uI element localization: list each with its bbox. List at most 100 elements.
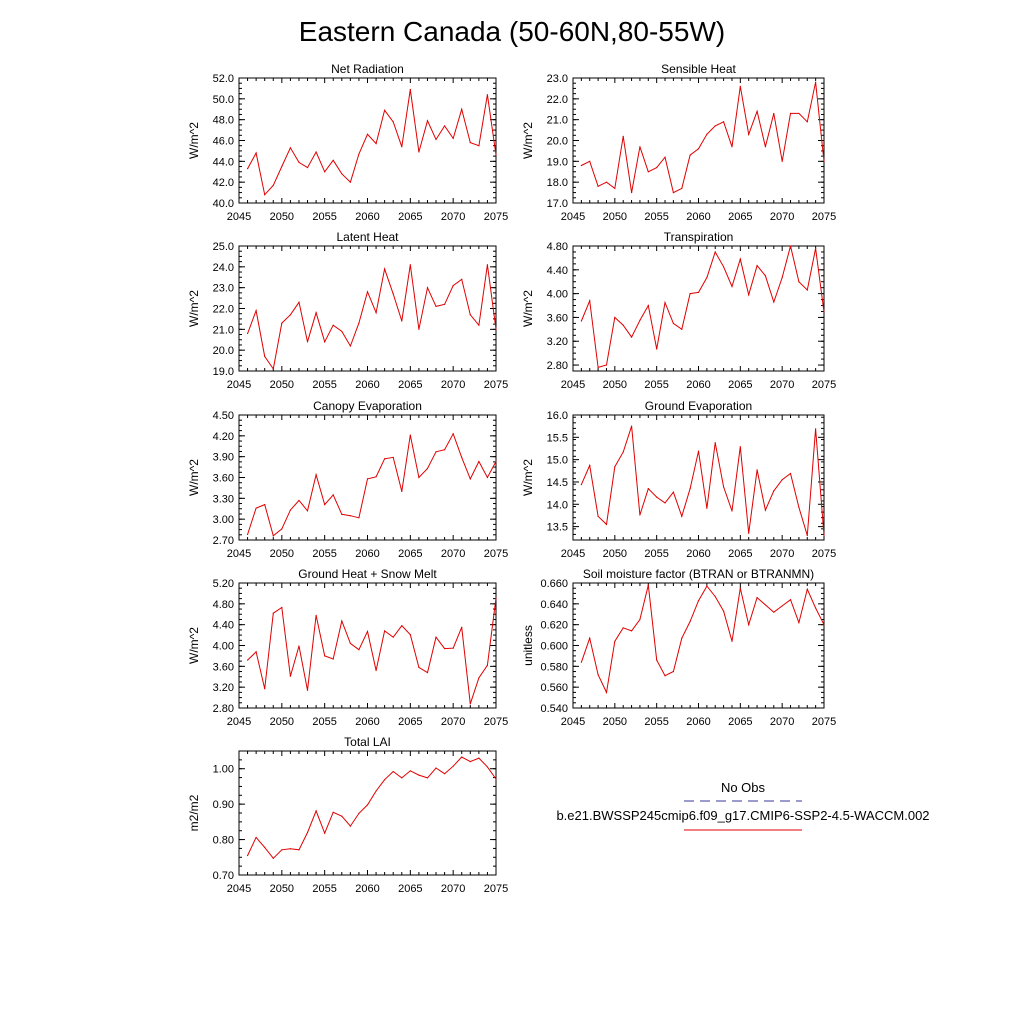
x-tick-label: 2060: [355, 379, 379, 391]
x-tick-label: 2070: [770, 548, 794, 560]
data-point: [332, 324, 334, 326]
data-point: [444, 449, 446, 451]
y-tick-label: 4.80: [547, 241, 568, 253]
data-point: [614, 316, 616, 319]
y-tick-label: 16.0: [547, 410, 568, 422]
data-point: [469, 761, 471, 763]
series-line: [247, 432, 497, 537]
x-tick-label: 2075: [812, 548, 836, 560]
data-point: [806, 588, 808, 590]
data-point: [452, 647, 454, 649]
data-point: [706, 276, 708, 279]
data-point: [639, 514, 641, 516]
y-tick-label: 20.0: [547, 136, 568, 148]
data-point: [478, 757, 480, 759]
y-tick-label: 15.5: [547, 432, 568, 444]
data-point: [714, 595, 716, 598]
data-point: [246, 659, 249, 661]
x-tick-label: 2060: [355, 716, 379, 728]
y-tick-label: 23.0: [213, 283, 234, 295]
data-point: [264, 355, 266, 358]
data-point: [789, 245, 792, 247]
y-tick-label: 0.70: [213, 870, 234, 882]
data-point: [739, 258, 741, 260]
data-point: [756, 469, 758, 471]
data-point: [723, 266, 725, 268]
data-point: [731, 510, 733, 512]
data-point: [461, 278, 463, 280]
data-point: [823, 311, 825, 313]
data-point: [773, 490, 775, 492]
data-point: [622, 324, 624, 326]
panel-1: Net Radiation W/m^2 2045 2050 2055 2060 2065 20…: [187, 62, 508, 223]
x-tick-label: 2050: [270, 716, 294, 728]
data-point: [781, 276, 783, 279]
panel-title: Latent Heat: [336, 230, 399, 244]
data-point: [332, 159, 334, 161]
data-point: [452, 433, 454, 435]
data-point: [461, 108, 463, 110]
data-point: [806, 121, 808, 123]
data-point: [714, 442, 716, 444]
panel-title: Total LAI: [344, 735, 391, 749]
data-point: [495, 460, 497, 463]
data-point: [580, 661, 582, 663]
y-tick-label: 3.90: [213, 452, 234, 464]
data-point: [324, 341, 326, 343]
data-point: [281, 849, 283, 851]
x-tick-label: 2045: [227, 716, 251, 728]
y-tick-label: 13.5: [547, 522, 568, 534]
data-point: [306, 341, 309, 343]
x-tick-label: 2070: [441, 211, 465, 223]
data-point: [469, 314, 471, 316]
data-point: [697, 600, 700, 602]
data-point: [672, 191, 675, 194]
data-point: [281, 165, 283, 168]
data-point: [798, 281, 800, 283]
data-point: [580, 320, 582, 322]
y-tick-label: 14.5: [547, 477, 568, 489]
x-tick-label: 2065: [728, 211, 752, 223]
data-point: [478, 677, 480, 679]
data-point: [605, 181, 608, 183]
data-point: [375, 476, 377, 478]
y-tick-label: 46.0: [213, 136, 234, 148]
data-point: [264, 503, 266, 506]
panel-title: Ground Evaporation: [645, 399, 752, 413]
data-point: [773, 112, 775, 115]
y-tick-label: 42.0: [213, 177, 234, 189]
data-point: [764, 275, 767, 277]
x-tick-label: 2075: [484, 211, 508, 223]
panel-7: Ground Heat + Snow Melt W/m^2 2045 2050 2055…: [187, 567, 508, 728]
data-point: [289, 675, 291, 677]
y-tick-label: 3.60: [213, 473, 234, 485]
data-point: [764, 604, 767, 606]
y-tick-label: 0.560: [540, 682, 568, 694]
data-point: [748, 294, 750, 296]
data-point: [664, 156, 666, 158]
panel-title: Soil moisture factor (BTRAN or BTRANMN): [583, 567, 814, 581]
y-tick-label: 4.00: [213, 641, 234, 653]
y-tick-label: 1.00: [213, 764, 234, 776]
data-point: [315, 474, 317, 476]
data-point: [478, 460, 480, 463]
y-tick-label: 20.0: [213, 345, 234, 357]
data-point: [469, 478, 471, 480]
x-tick-label: 2060: [355, 883, 379, 895]
data-point: [435, 305, 437, 308]
data-point: [689, 620, 691, 623]
data-point: [639, 146, 641, 148]
data-point: [614, 187, 616, 190]
data-point: [392, 121, 394, 123]
data-point: [324, 655, 326, 657]
data-point: [815, 247, 817, 249]
x-tick-label: 2070: [770, 211, 794, 223]
x-tick-label: 2070: [441, 716, 465, 728]
data-point: [580, 164, 582, 167]
panel-8: Soil moisture factor (BTRAN or BTRANMN) u…: [521, 567, 836, 728]
panel-4: Transpiration W/m^2 2045 2050 2055 2060 2065 20…: [521, 230, 836, 391]
x-tick-label: 2055: [644, 548, 668, 560]
data-point: [435, 767, 437, 769]
data-point: [392, 293, 394, 295]
data-point: [289, 848, 291, 850]
